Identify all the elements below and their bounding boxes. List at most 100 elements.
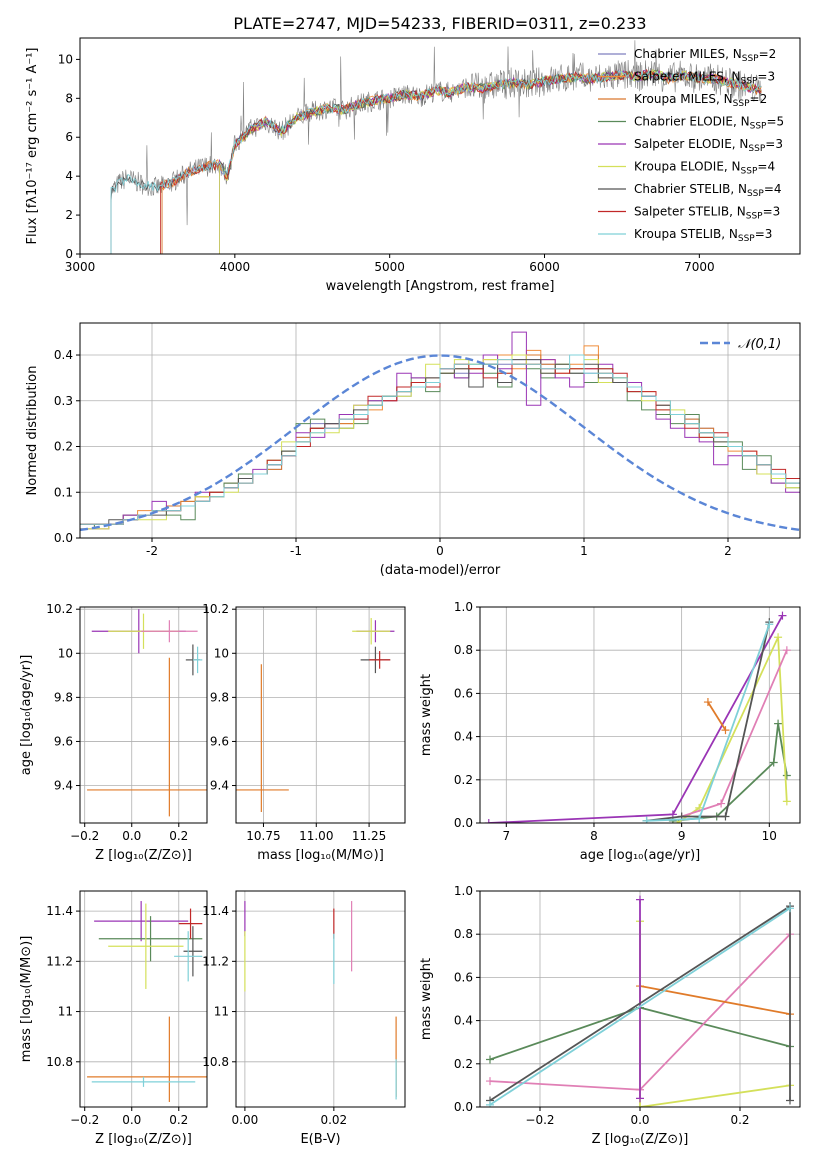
axes-frame [79, 890, 208, 1108]
y-tick-label: 10.2 [46, 602, 73, 616]
y-tick-label: 9.6 [210, 734, 229, 748]
y-tick-label: 0.2 [454, 773, 473, 787]
plus-marker [486, 1055, 494, 1064]
legend-text: Salpeter ELODIE, N [634, 137, 748, 151]
y-axis-label: Flux [fλ10⁻¹⁷ erg cm⁻² s⁻¹ A⁻¹] [25, 48, 40, 245]
series-line [639, 985, 791, 1015]
y-tick-label: 0.4 [54, 348, 73, 362]
series-line [676, 636, 788, 823]
axes-frame [479, 606, 801, 824]
plus-marker [778, 611, 787, 620]
legend-entry: Salpeter STELIB, NSSP=3 [634, 205, 780, 222]
x-tick-label: −0.2 [70, 829, 99, 843]
plus-marker [786, 904, 794, 913]
plus-marker [636, 1094, 644, 1103]
y-tick-label: 10.8 [202, 1055, 229, 1069]
legend-text: Salpeter MILES, N [634, 70, 741, 84]
series-line [646, 621, 771, 822]
legend-value: =5 [766, 115, 784, 129]
y-tick-label: 0.2 [454, 1057, 473, 1071]
axes-frame [79, 37, 801, 255]
legend-entry: Kroupa MILES, NSSP=2 [634, 92, 767, 109]
legend-value: =4 [764, 182, 782, 196]
y-axis-label: Normed distribution [25, 366, 40, 496]
legend-entry: Salpeter MILES, NSSP=3 [634, 70, 775, 87]
x-axis-label: Z [log₁₀(Z/Z⊙)] [592, 1132, 689, 1147]
y-axis-label: mass [log₁₀(M/M⊙)] [19, 936, 34, 1063]
x-tick-label: 0 [436, 544, 444, 558]
x-tick-label: 2 [724, 544, 732, 558]
y-tick-label: 0.0 [54, 531, 73, 545]
plot-area [244, 901, 397, 1100]
plus-marker [721, 726, 730, 735]
histogram-salpeter-elodie [80, 331, 800, 530]
y-tick-label: 0.1 [54, 485, 73, 499]
legend-text: Kroupa STELIB, N [634, 227, 738, 241]
y-axis-label: age [log₁₀(age/yr)] [19, 655, 34, 776]
legend-subscript: SSP [747, 189, 764, 199]
series-line [489, 907, 791, 1106]
plus-marker [486, 1077, 494, 1086]
legend-text: Salpeter STELIB, N [634, 205, 746, 219]
histogram-salpeter-stelib [80, 363, 800, 525]
y-tick-label: 0.4 [454, 1014, 473, 1028]
y-tick-label: 9.8 [54, 690, 73, 704]
plus-marker [636, 895, 644, 904]
y-tick-label: 11.2 [46, 954, 73, 968]
x-tick-label: 0.2 [730, 1113, 749, 1127]
plus-marker [695, 814, 704, 823]
panel-5: −0.2 0.0 0.2 10.8 11 11.2 11.4 Z [log₁₀(Z/Z⊙)] m… [19, 890, 208, 1147]
plot-area [484, 611, 791, 823]
x-tick-label: 6000 [529, 260, 560, 274]
legend-value: =4 [757, 160, 775, 174]
spectrum-data-line [110, 40, 762, 226]
plus-marker [782, 646, 791, 655]
y-tick-label: 11 [58, 1005, 73, 1019]
x-tick-label: 0.2 [169, 1113, 188, 1127]
figure-title: PLATE=2747, MJD=54233, FIBERID=0311, z=0… [233, 14, 646, 33]
series-line [707, 701, 727, 731]
y-tick-label: 0.2 [54, 440, 73, 454]
x-axis-label: (data-model)/error [380, 563, 501, 578]
x-tick-label: 7 [502, 829, 510, 843]
panel-4: 7 8 9 10 0.0 0.2 0.4 0.6 0.8 1.0 age [log₁₀(age/yr… [419, 600, 801, 863]
x-tick-label: 11.00 [299, 829, 333, 843]
legend-subscript: SSP [741, 77, 758, 87]
y-tick-label: 2 [65, 208, 73, 222]
y-tick-label: 0.6 [454, 686, 473, 700]
y-tick-label: 10 [58, 646, 73, 660]
x-tick-label: -1 [290, 544, 302, 558]
legend-entry: Chabrier ELODIE, NSSP=5 [634, 115, 784, 132]
axes-frame [79, 606, 208, 824]
y-axis-label: mass weight [419, 958, 434, 1040]
plus-marker [642, 816, 651, 823]
y-tick-label: 9.8 [210, 690, 229, 704]
legend-value: =2 [759, 47, 777, 61]
panel-1: -2 -1 0 1 2 0.0 0.1 0.2 0.3 0.4 (data-model)/error… [25, 322, 801, 578]
x-tick-label: 0.0 [630, 1113, 649, 1127]
x-axis-label: Z [log₁₀(Z/Z⊙)] [95, 848, 192, 863]
legend-text: Chabrier STELIB, N [634, 182, 747, 196]
plus-marker [765, 620, 774, 629]
plus-marker [636, 1103, 644, 1107]
y-tick-label: 11.2 [202, 954, 229, 968]
x-axis-label: age [log₁₀(age/yr)] [580, 848, 701, 863]
x-axis-label: E(B-V) [300, 1132, 340, 1147]
legend-text: Kroupa MILES, N [634, 92, 733, 106]
plot-area [486, 895, 794, 1107]
x-tick-label: 0.0 [122, 1113, 141, 1127]
x-tick-label: 0.02 [320, 1113, 347, 1127]
panel-6: 0.00 0.02 10.8 11 11.2 11.4 E(B-V) [202, 890, 406, 1147]
panel-7: −0.2 0.0 0.2 0.0 0.2 0.4 0.6 0.8 1.0 Z [log₁₀(Z/Z… [419, 884, 801, 1147]
y-tick-label: 10 [214, 646, 229, 660]
x-axis-label: mass [log₁₀(M/M⊙)] [257, 848, 384, 863]
legend: 𝒩(0,1) [700, 337, 781, 352]
legend-text: Chabrier ELODIE, N [634, 115, 750, 129]
series-line [488, 615, 784, 823]
x-tick-label: −0.2 [70, 1113, 99, 1127]
y-tick-label: 11.4 [46, 904, 73, 918]
plus-marker [717, 799, 726, 808]
y-tick-label: 4 [65, 169, 73, 183]
y-tick-label: 0.8 [454, 643, 473, 657]
